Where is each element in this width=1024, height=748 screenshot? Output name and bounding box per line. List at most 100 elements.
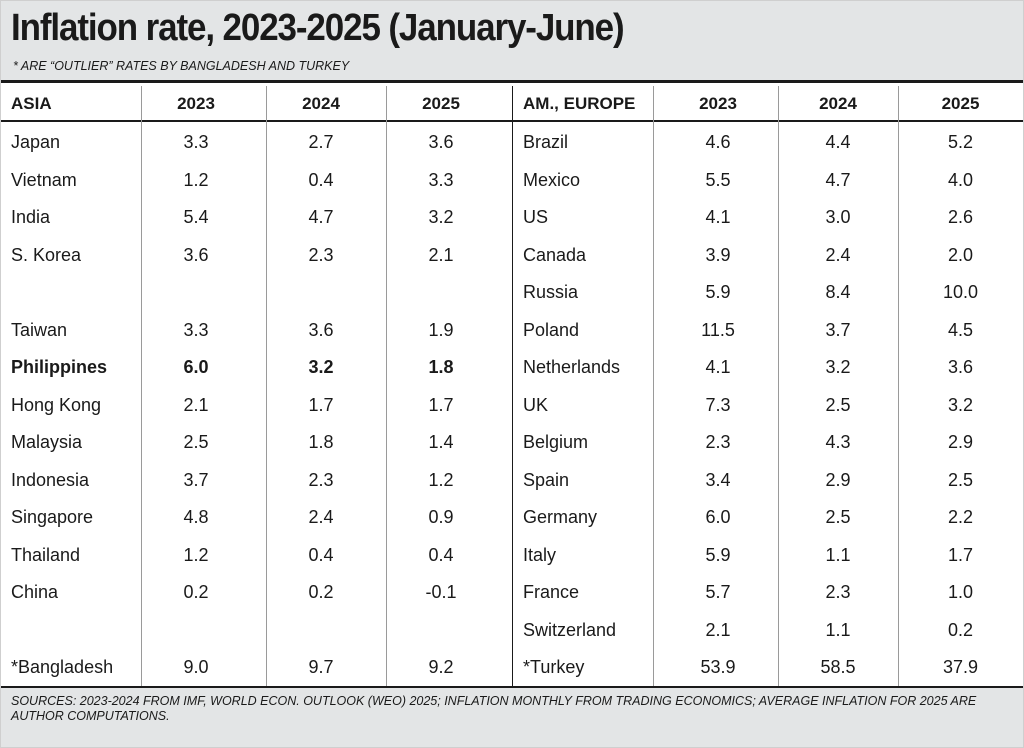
country-name: Brazil [523,132,569,152]
table-row: Poland 11.5 3.7 4.5 [513,312,1023,350]
inflation-value: 3.6 [428,132,454,152]
inflation-value: 5.2 [947,132,974,152]
inflation-value: 1.2 [183,544,209,565]
country-name: Thailand [11,544,81,565]
inflation-value: 3.3 [183,132,209,152]
inflation-value: 3.7 [183,469,209,490]
year-header: 2023 [177,94,215,113]
table-row: Spain 3.4 2.9 2.5 [513,462,1023,500]
inflation-value: 0.2 [183,582,209,602]
inflation-value: 3.7 [825,319,851,340]
inflation-value: 3.6 [947,357,974,377]
inflation-value: 2.9 [947,432,974,452]
inflation-value: 3.2 [308,357,334,377]
inflation-value: 0.4 [428,544,454,565]
inflation-value: 4.0 [947,169,974,190]
country-name: China [11,582,59,602]
table-row: UK 7.3 2.5 3.2 [513,387,1023,425]
table-row: Germany 6.0 2.5 2.2 [513,499,1023,537]
country-name: India [11,207,51,227]
country-name: Japan [11,132,61,152]
inflation-value: 2.3 [308,244,334,265]
inflation-value [381,612,501,650]
country-name: Taiwan [11,319,68,340]
table-row: Hong Kong 2.1 1.7 1.7 [1,387,512,425]
table-row: Vietnam 1.2 0.4 3.3 [1,162,512,200]
table-row: Mexico 5.5 4.7 4.0 [513,162,1023,200]
inflation-value: 5.9 [705,544,731,565]
year-header: 2024 [819,94,857,113]
country-name: France [523,582,580,602]
inflation-value: 1.9 [428,319,454,340]
country-name: Indonesia [11,469,90,490]
asia-table: ASIA 2023 2024 2025 Japan 3.3 2.7 3.6 Vietnam 1.2… [1,86,513,686]
inflation-value: 5.4 [183,207,209,227]
table-row: Japan 3.3 2.7 3.6 [1,124,512,162]
header-band: Inflation rate, 2023-2025 (January-June)… [1,1,1023,83]
inflation-value: 0.9 [428,507,454,527]
inflation-value: 0.4 [308,544,334,565]
inflation-value: 53.9 [700,657,736,677]
subtitle-note: * ARE “OUTLIER” RATES BY BANGLADESH AND … [13,59,350,73]
inflation-value: -0.1 [425,582,457,602]
country-name: Poland [523,319,580,340]
inflation-value: 5.7 [705,582,731,602]
column-divider [386,86,387,686]
table-row: Canada 3.9 2.4 2.0 [513,237,1023,275]
country-name: Hong Kong [11,394,102,415]
country-name: Singapore [11,507,94,527]
country-name: Netherlands [523,357,621,377]
inflation-value: 4.4 [825,132,851,152]
inflation-value: 2.5 [825,507,851,527]
tables-area: ASIA 2023 2024 2025 Japan 3.3 2.7 3.6 Vietnam 1.2… [1,86,1023,686]
inflation-value: 3.2 [825,357,851,377]
inflation-value: 2.3 [825,582,851,602]
inflation-value: 5.9 [705,282,731,302]
country-name [11,274,141,312]
inflation-value: 1.0 [947,582,974,602]
table-row: *Bangladesh 9.0 9.7 9.2 [1,649,512,687]
inflation-value: 2.1 [183,394,209,415]
table-row: S. Korea 3.6 2.3 2.1 [1,237,512,275]
table-header: ASIA 2023 2024 2025 [1,86,512,122]
inflation-value: 3.0 [825,207,851,227]
table-row [1,274,512,312]
table-row: Netherlands 4.1 3.2 3.6 [513,349,1023,387]
country-name: S. Korea [11,244,82,265]
inflation-value: 2.5 [947,469,974,490]
inflation-value: 9.0 [183,657,209,677]
column-divider [653,86,654,686]
inflation-value: 2.2 [947,507,974,527]
table-row: Belgium 2.3 4.3 2.9 [513,424,1023,462]
inflation-value: 5.5 [705,169,731,190]
inflation-value: 0.2 [947,619,974,640]
inflation-value: 3.6 [308,319,334,340]
table-row: France 5.7 2.3 1.0 [513,574,1023,612]
table-row: Indonesia 3.7 2.3 1.2 [1,462,512,500]
table-row [1,612,512,650]
inflation-value: 3.3 [183,319,209,340]
table-row: Brazil 4.6 4.4 5.2 [513,124,1023,162]
inflation-value: 4.1 [705,207,731,227]
country-name: Spain [523,469,570,490]
inflation-value: 4.3 [825,432,851,452]
table-row: Switzerland 2.1 1.1 0.2 [513,612,1023,650]
inflation-value: 1.8 [428,357,454,377]
inflation-value [141,274,251,312]
inflation-value [261,612,381,650]
inflation-value: 2.0 [947,244,974,265]
country-name: *Bangladesh [11,657,114,677]
inflation-value: 1.1 [825,544,851,565]
country-name: *Turkey [523,657,585,677]
year-header: 2025 [941,94,980,113]
inflation-value: 58.5 [820,657,856,677]
inflation-value: 0.2 [308,582,334,602]
inflation-value: 11.5 [701,319,735,340]
column-divider [898,86,899,686]
inflation-value: 1.4 [428,432,454,452]
inflation-value: 2.5 [183,432,209,452]
inflation-value: 4.8 [183,507,209,527]
table-row: Italy 5.9 1.1 1.7 [513,537,1023,575]
inflation-value: 1.7 [428,394,454,415]
